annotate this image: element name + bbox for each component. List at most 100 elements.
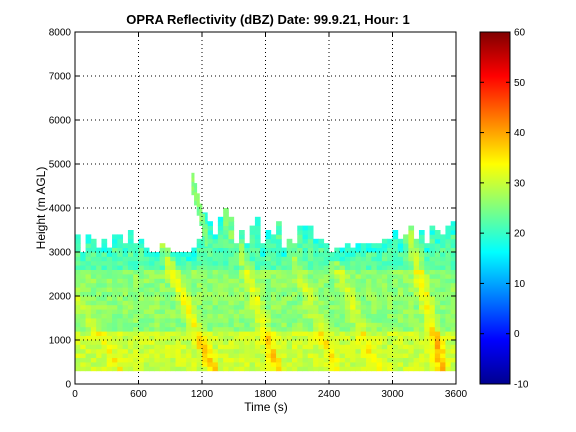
heatmap-cell bbox=[429, 238, 436, 244]
heatmap-cell bbox=[434, 247, 441, 253]
heatmap-cell bbox=[434, 252, 441, 257]
heatmap-cell bbox=[387, 278, 393, 284]
heatmap-cell bbox=[186, 344, 192, 350]
heatmap-cell bbox=[445, 348, 452, 354]
heatmap-cell bbox=[350, 296, 356, 301]
heatmap-cell bbox=[170, 353, 176, 358]
heatmap-cell bbox=[270, 340, 277, 345]
heatmap-cell bbox=[170, 274, 176, 279]
heatmap-cell bbox=[260, 256, 266, 262]
heatmap-cell bbox=[233, 274, 240, 279]
heatmap-cell bbox=[286, 362, 293, 367]
heatmap-cell bbox=[106, 344, 113, 350]
heatmap-cell bbox=[80, 340, 86, 345]
heatmap-cell bbox=[85, 366, 92, 372]
heatmap-cell bbox=[233, 348, 240, 354]
heatmap-cell bbox=[170, 335, 176, 341]
heatmap-cell bbox=[392, 234, 399, 240]
heatmap-cell bbox=[233, 287, 240, 292]
heatmap-cell bbox=[85, 243, 92, 248]
heatmap-cell bbox=[170, 340, 176, 345]
heatmap-cell bbox=[297, 322, 303, 328]
heatmap-cell bbox=[75, 256, 81, 262]
x-tick-label: 1200 bbox=[191, 389, 214, 400]
heatmap-cell bbox=[186, 326, 192, 332]
heatmap-cell bbox=[371, 269, 378, 275]
heatmap-cell bbox=[429, 287, 436, 292]
heatmap-cell bbox=[323, 309, 330, 314]
heatmap-cell bbox=[233, 309, 240, 314]
heatmap-cell bbox=[228, 313, 235, 319]
heatmap-cell bbox=[445, 278, 452, 284]
heatmap-cell bbox=[429, 348, 436, 354]
heatmap-cell bbox=[323, 353, 330, 358]
heatmap-cell bbox=[212, 318, 219, 323]
heatmap-cell bbox=[291, 296, 298, 301]
heatmap-cell bbox=[318, 322, 325, 328]
heatmap-cell bbox=[397, 313, 404, 319]
heatmap-cell bbox=[445, 357, 452, 363]
heatmap-cell bbox=[80, 322, 86, 328]
heatmap-cell bbox=[249, 256, 256, 262]
heatmap-cell bbox=[196, 322, 203, 328]
heatmap-cell bbox=[175, 282, 182, 288]
heatmap-cell bbox=[127, 304, 134, 310]
heatmap-cell bbox=[249, 252, 256, 257]
heatmap-cell bbox=[276, 300, 282, 306]
heatmap-cell bbox=[122, 243, 129, 248]
heatmap-cell bbox=[202, 282, 208, 288]
heatmap-cell bbox=[434, 234, 441, 240]
heatmap-cell bbox=[133, 243, 139, 248]
heatmap-cell bbox=[170, 313, 176, 319]
heatmap-cell bbox=[127, 309, 134, 314]
heatmap-cell bbox=[228, 335, 235, 341]
heatmap-cell bbox=[429, 300, 436, 306]
heatmap-cell bbox=[403, 278, 409, 284]
heatmap-cell bbox=[196, 256, 203, 262]
heatmap-cell bbox=[96, 362, 102, 367]
heatmap-cell bbox=[450, 247, 457, 253]
heatmap-cell bbox=[191, 274, 198, 279]
heatmap-cell bbox=[313, 265, 319, 270]
heatmap-cell bbox=[445, 331, 452, 336]
heatmap-cell bbox=[101, 269, 108, 275]
heatmap-cell bbox=[170, 252, 176, 257]
heatmap-cell bbox=[270, 296, 277, 301]
heatmap-cell bbox=[434, 260, 441, 266]
heatmap-cell bbox=[244, 287, 251, 292]
y-axis-label: Height (m AGL) bbox=[34, 167, 48, 250]
heatmap-cell bbox=[112, 300, 118, 306]
heatmap-cell bbox=[302, 322, 309, 328]
heatmap-cell bbox=[307, 291, 314, 297]
heatmap-cell bbox=[387, 362, 393, 367]
heatmap-cell bbox=[297, 296, 303, 301]
heatmap-cell bbox=[418, 335, 425, 341]
heatmap-cell bbox=[122, 300, 129, 306]
heatmap-cell bbox=[397, 318, 404, 323]
heatmap-cell bbox=[281, 362, 288, 367]
heatmap-cell bbox=[149, 265, 155, 270]
plume-cell bbox=[194, 196, 198, 202]
heatmap-cell bbox=[180, 331, 187, 336]
heatmap-cell bbox=[244, 348, 251, 354]
heatmap-cell bbox=[180, 309, 187, 314]
heatmap-cell bbox=[180, 256, 187, 262]
heatmap-cell bbox=[164, 256, 171, 262]
heatmap-cell bbox=[85, 344, 92, 350]
heatmap-cell bbox=[360, 256, 367, 262]
heatmap-cell bbox=[180, 348, 187, 354]
heatmap-cell bbox=[75, 357, 81, 363]
heatmap-cell bbox=[138, 274, 145, 279]
heatmap-cell bbox=[233, 260, 240, 266]
heatmap-cell bbox=[85, 304, 92, 310]
heatmap-cell bbox=[286, 269, 293, 275]
heatmap-cell bbox=[371, 366, 378, 372]
heatmap-cell bbox=[371, 318, 378, 323]
heatmap-cell bbox=[127, 260, 134, 266]
heatmap-cell bbox=[159, 357, 166, 363]
heatmap-cell bbox=[323, 357, 330, 363]
heatmap-cell bbox=[170, 260, 176, 266]
heatmap-cell bbox=[366, 309, 372, 314]
heatmap-cell bbox=[117, 318, 124, 323]
heatmap-cell bbox=[323, 300, 330, 306]
